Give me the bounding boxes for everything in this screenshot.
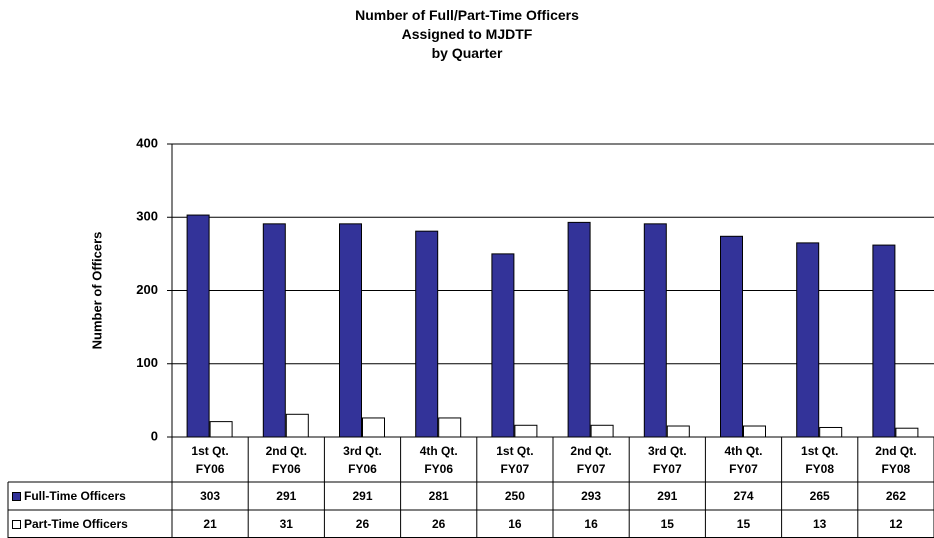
table-value: 15 (736, 517, 751, 531)
bar (796, 242, 820, 438)
x-tick-text: 2nd Qt. FY07 (570, 443, 612, 476)
table-value: 291 (352, 489, 373, 503)
table-value: 274 (733, 489, 754, 503)
table-value: 303 (200, 489, 221, 503)
y-tick-label: 200 (136, 282, 158, 297)
table-value: 16 (584, 517, 598, 531)
bar (415, 230, 439, 438)
table-value: 265 (809, 489, 830, 503)
x-tick-label: 4th Qt. FY07 (705, 437, 781, 482)
bar (491, 253, 515, 438)
x-tick-label: 1st Qt. FY06 (172, 437, 248, 482)
y-tick-label: 400 (136, 135, 158, 150)
table-value: 16 (508, 517, 522, 531)
bar (362, 417, 385, 438)
bar (743, 425, 766, 438)
x-tick-text: 4th Qt. FY06 (419, 443, 458, 476)
table-value: 281 (428, 489, 449, 503)
table-value: 291 (276, 489, 297, 503)
legend-entry: Full-Time Officers (8, 482, 172, 510)
bar (643, 223, 667, 438)
x-tick-label: 1st Qt. FY07 (477, 437, 553, 482)
bar (895, 427, 919, 438)
bar (720, 235, 743, 438)
bar (285, 413, 309, 438)
legend-swatch (12, 491, 21, 501)
x-tick-text: 1st Qt. FY08 (801, 443, 839, 476)
bar (819, 426, 843, 438)
bar (262, 223, 286, 438)
table-value: 293 (581, 489, 602, 503)
x-tick-label: 2nd Qt. FY08 (858, 437, 934, 482)
chart-title: Number of Full/Part-Time Officers (355, 7, 579, 23)
x-tick-label: 2nd Qt. FY07 (553, 437, 629, 482)
x-tick-label: 4th Qt. FY06 (401, 437, 477, 482)
bar (514, 424, 538, 438)
chart-title: Assigned to MJDTF (401, 26, 533, 42)
x-tick-text: 1st Qt. FY07 (496, 443, 534, 476)
x-tick-text: 4th Qt. FY07 (724, 443, 763, 476)
x-tick-label: 2nd Qt. FY06 (248, 437, 324, 482)
legend-label: Full-Time Officers (24, 489, 126, 503)
bar (339, 223, 362, 438)
y-tick-label: 100 (136, 355, 158, 370)
legend-entry: Part-Time Officers (8, 510, 172, 538)
bar (438, 417, 462, 438)
bar (209, 421, 233, 438)
bar (590, 424, 614, 438)
bar (666, 425, 690, 438)
x-tick-label: 3rd Qt. FY07 (629, 437, 705, 482)
y-tick-label: 300 (136, 209, 158, 224)
legend-swatch (12, 519, 21, 529)
x-tick-text: 3rd Qt. FY06 (343, 443, 382, 476)
x-tick-text: 1st Qt. FY06 (191, 443, 229, 476)
table-value: 262 (885, 489, 906, 503)
x-tick-text: 3rd Qt. FY07 (647, 443, 687, 476)
table-value: 21 (203, 517, 217, 531)
table-value: 13 (813, 517, 827, 531)
table-value: 15 (660, 517, 674, 531)
table-value: 31 (279, 517, 293, 531)
x-tick-text: 2nd Qt. FY08 (875, 443, 917, 476)
table-value: 12 (889, 517, 903, 531)
table-value: 26 (355, 517, 370, 531)
y-axis-label: Number of Officers (89, 232, 104, 350)
x-tick-label: 3rd Qt. FY06 (324, 437, 400, 482)
table-value: 291 (657, 489, 678, 503)
bar (872, 244, 896, 438)
table-value: 26 (432, 517, 446, 531)
table-value: 250 (504, 489, 525, 503)
y-tick-label: 0 (151, 428, 158, 443)
bar (186, 214, 210, 438)
x-tick-label: 1st Qt. FY08 (782, 437, 858, 482)
chart-title: by Quarter (431, 45, 503, 61)
bar (567, 221, 591, 438)
legend-label: Part-Time Officers (24, 517, 128, 531)
x-tick-text: 2nd Qt. FY06 (265, 443, 307, 476)
